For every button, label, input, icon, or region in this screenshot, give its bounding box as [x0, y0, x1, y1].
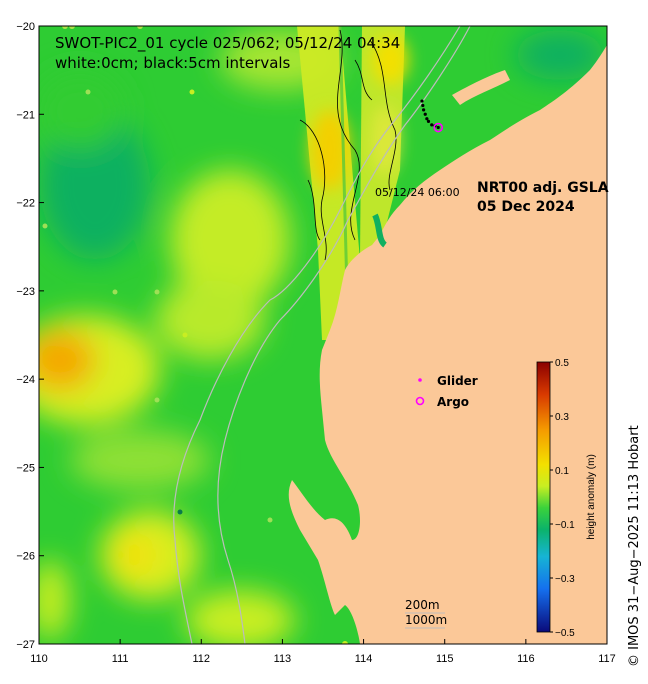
land-australia: [288, 26, 607, 644]
glider-point: [426, 119, 431, 123]
glider-legend-label: Glider: [437, 374, 478, 388]
isobath-lines: [173, 26, 471, 644]
colorbar-tick-label: −0.3: [555, 574, 575, 585]
colorbar-tick-label: −0.1: [555, 520, 575, 531]
x-tick-label: 114: [355, 653, 373, 665]
map-title-line2: white:0cm; black:5cm intervals: [55, 54, 291, 72]
y-axis: −20 −21 −22 −23 −24 −25 −26 −27: [16, 21, 44, 651]
y-tick-label: −21: [16, 109, 35, 121]
y-tick-label: −20: [16, 21, 35, 33]
legend: Glider Argo: [415, 374, 478, 409]
glider-point: [423, 112, 427, 116]
colorbar-tick-label: 0.5: [555, 358, 569, 369]
x-tick-label: 113: [274, 653, 292, 665]
sea-level-field: [39, 26, 607, 644]
colorbar-label: height anomaly (m): [586, 454, 597, 540]
glider-point: [430, 123, 434, 127]
colorbar-tick-label: −0.5: [555, 628, 575, 639]
product-name: NRT00 adj. GSLA: [477, 180, 609, 196]
track-time-label: 05/12/24 06:00: [375, 186, 460, 199]
glider-track: [420, 99, 444, 133]
isobath-1000-label: 1000m: [405, 613, 447, 627]
plot-frame: [38, 25, 608, 645]
swot-swath: [297, 26, 408, 340]
x-axis: 110 111 112 113 114 115 116 117: [30, 639, 616, 665]
y-tick-label: −22: [16, 198, 35, 210]
glider-point: [422, 108, 426, 112]
glider-point: [420, 99, 424, 103]
x-tick-label: 116: [517, 653, 535, 665]
y-tick-label: −23: [16, 286, 35, 298]
isobath-200-label: 200m: [405, 598, 440, 612]
x-tick-label: 110: [30, 653, 48, 665]
argo-legend-label: Argo: [437, 395, 469, 409]
y-tick-label: −26: [16, 551, 35, 563]
map-title-line1: SWOT-PIC2_01 cycle 025/062; 05/12/24 04:…: [55, 34, 400, 53]
colorbar-tick-label: 0.3: [555, 412, 569, 423]
y-tick-label: −25: [16, 462, 35, 474]
colorbar-tick-label: 0.1: [555, 466, 569, 477]
x-tick-label: 112: [193, 653, 211, 665]
station-dots: [42, 26, 348, 644]
y-tick-label: −27: [16, 639, 35, 651]
credit-text: © IMOS 31−Aug−2025 11:13 Hobart: [627, 425, 642, 667]
glider-legend-icon: [418, 378, 422, 382]
anomaly-blobs: [39, 30, 605, 644]
glider-point: [436, 125, 440, 130]
glider-point: [425, 117, 429, 121]
colorbar: 0.5 0.3 0.1 −0.1 −0.3 −0.5 height anomaly (m): [536, 358, 597, 639]
x-tick-label: 115: [436, 653, 454, 665]
x-tick-label: 117: [598, 653, 616, 665]
y-tick-label: −24: [16, 374, 35, 386]
argo-float-marker: [433, 122, 444, 133]
x-tick-label: 111: [112, 653, 129, 665]
glider-point: [421, 103, 425, 108]
colorbar-ramp: [536, 361, 551, 633]
product-date: 05 Dec 2024: [477, 199, 575, 215]
argo-legend-icon: [415, 396, 425, 406]
